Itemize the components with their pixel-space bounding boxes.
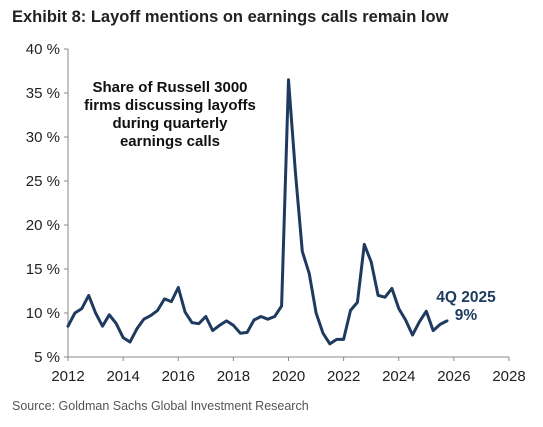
annotation-line: earnings calls	[120, 133, 220, 150]
x-tick-label: 2014	[106, 368, 139, 385]
annotation-line: firms discussing layoffs	[84, 97, 256, 114]
y-tick-label: 5 %	[34, 349, 60, 366]
x-axis-ticks: 2012 2014 2016 2018 2020 2022 2024 2026 2028	[51, 357, 526, 385]
series-layer	[66, 78, 449, 346]
series-line-0	[66, 78, 449, 346]
x-tick-label: 2016	[162, 368, 195, 385]
last-point-label-line: 9%	[455, 307, 478, 324]
x-tick-label: 2022	[327, 368, 360, 385]
x-tick-label: 2018	[217, 368, 250, 385]
x-tick-label: 2028	[492, 368, 525, 385]
y-tick-label: 25 %	[26, 173, 60, 190]
source-note: Source: Goldman Sachs Global Investment …	[12, 399, 309, 413]
x-tick-label: 2024	[382, 368, 415, 385]
y-tick-label: 10 %	[26, 305, 60, 322]
chart-title: Exhibit 8: Layoff mentions on earnings c…	[12, 8, 449, 26]
y-tick-label: 20 %	[26, 217, 60, 234]
y-tick-label: 35 %	[26, 85, 60, 102]
y-tick-label: 30 %	[26, 129, 60, 146]
x-tick-label: 2026	[437, 368, 470, 385]
y-axis-ticks: 5 % 10 % 15 % 20 % 25 % 30 % 35 % 40 %	[26, 41, 68, 366]
last-point-label-line: 4Q 2025	[436, 289, 496, 306]
y-tick-label: 15 %	[26, 261, 60, 278]
annotation-line: Share of Russell 3000	[92, 79, 247, 96]
x-tick-label: 2020	[272, 368, 305, 385]
annotation-line: during quarterly	[112, 115, 228, 132]
y-tick-label: 40 %	[26, 41, 60, 58]
x-tick-label: 2012	[51, 368, 84, 385]
